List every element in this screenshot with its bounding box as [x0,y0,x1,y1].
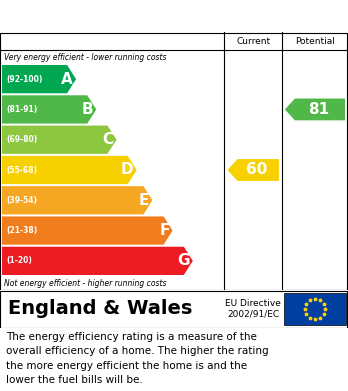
Text: (55-68): (55-68) [6,165,37,174]
Text: D: D [121,163,134,178]
Text: Energy Efficiency Rating: Energy Efficiency Rating [8,9,218,23]
Text: 60: 60 [246,163,268,178]
Text: 81: 81 [308,102,330,117]
Polygon shape [2,126,117,154]
Polygon shape [2,247,193,275]
Text: England & Wales: England & Wales [8,300,192,319]
Polygon shape [2,95,96,124]
Text: Current: Current [236,36,270,45]
Text: (21-38): (21-38) [6,226,37,235]
Polygon shape [228,159,279,181]
Text: C: C [102,132,113,147]
Text: Very energy efficient - lower running costs: Very energy efficient - lower running co… [4,52,166,61]
Polygon shape [2,186,152,214]
Text: (92-100): (92-100) [6,75,42,84]
Text: The energy efficiency rating is a measure of the
overall efficiency of a home. T: The energy efficiency rating is a measur… [6,332,269,385]
Text: F: F [159,223,169,238]
Text: EU Directive
2002/91/EC: EU Directive 2002/91/EC [225,299,281,319]
Bar [284,293,346,325]
Text: Potential: Potential [295,36,335,45]
Polygon shape [2,217,173,245]
Polygon shape [2,65,76,93]
Text: (69-80): (69-80) [6,135,37,144]
Text: Not energy efficient - higher running costs: Not energy efficient - higher running co… [4,278,166,287]
Polygon shape [2,156,137,184]
Text: G: G [177,253,190,268]
Text: E: E [139,193,149,208]
Polygon shape [285,99,345,120]
Text: B: B [82,102,93,117]
Text: (1-20): (1-20) [6,256,32,265]
Text: (39-54): (39-54) [6,196,37,205]
Text: A: A [61,72,73,87]
Text: (81-91): (81-91) [6,105,37,114]
